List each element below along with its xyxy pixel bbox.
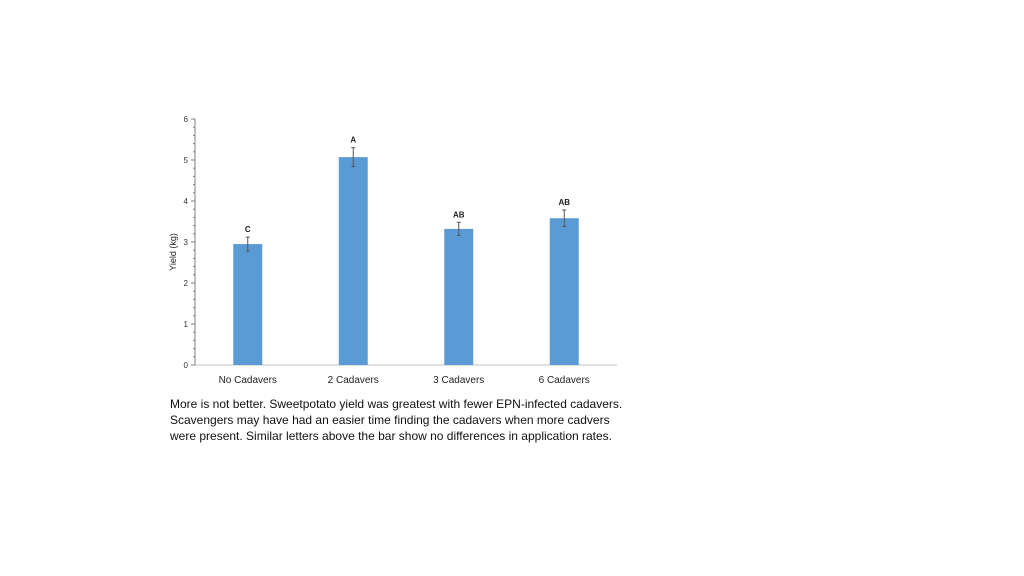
x-labels: No Cadavers 2 Cadavers 3 Cadavers 6 Cadaver… bbox=[219, 375, 590, 386]
y-tick-label: 2 bbox=[184, 279, 189, 288]
y-tick-label: 3 bbox=[184, 238, 189, 247]
significance-letter: C bbox=[245, 225, 251, 234]
figure-caption: More is not better. Sweetpotato yield wa… bbox=[170, 397, 623, 443]
bar bbox=[233, 244, 263, 365]
significance-labels: C A AB AB bbox=[245, 136, 570, 234]
y-tick-label: 6 bbox=[184, 115, 189, 124]
x-axis: No Cadavers 2 Cadavers 3 Cadavers 6 Cadaver… bbox=[195, 364, 617, 386]
y-tick-label: 0 bbox=[184, 361, 189, 370]
significance-letter: A bbox=[350, 136, 356, 145]
error-bars bbox=[245, 147, 567, 252]
bar bbox=[338, 157, 368, 365]
significance-letter: AB bbox=[558, 198, 570, 207]
y-tick-label: 1 bbox=[184, 320, 189, 329]
y-axis-title: Yield (kg) bbox=[168, 233, 178, 271]
bar bbox=[444, 228, 474, 365]
y-ticks: 0 1 2 3 4 5 6 bbox=[184, 115, 195, 370]
bar bbox=[549, 218, 579, 365]
x-category-label: 2 Cadavers bbox=[328, 375, 379, 386]
x-category-label: No Cadavers bbox=[219, 375, 277, 386]
significance-letter: AB bbox=[453, 210, 465, 219]
bars bbox=[233, 157, 579, 365]
bar-chart: Yield (kg) 0 1 2 3 4 5 6 No Cadavers 2 Cadavers… bbox=[168, 115, 617, 386]
y-tick-label: 4 bbox=[184, 197, 189, 206]
y-axis: Yield (kg) 0 1 2 3 4 5 6 bbox=[168, 115, 196, 370]
x-category-label: 3 Cadavers bbox=[433, 375, 484, 386]
x-category-label: 6 Cadavers bbox=[539, 375, 590, 386]
y-tick-label: 5 bbox=[184, 156, 189, 165]
